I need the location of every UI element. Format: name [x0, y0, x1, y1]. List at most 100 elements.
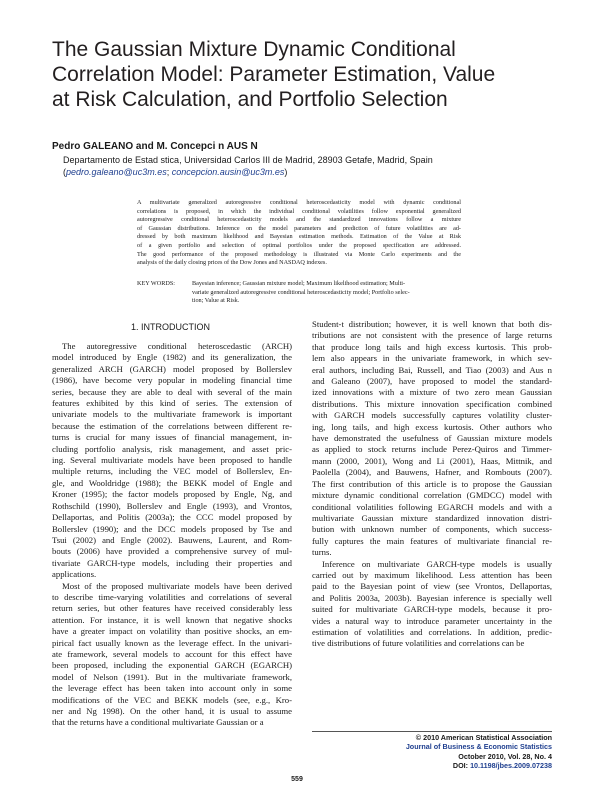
body-text-line: ner and Ng 1998). On the other hand, it …	[52, 706, 292, 716]
body-text-line: mann (2000, 2001), Wong and Li (2001), H…	[312, 455, 552, 466]
email-link-1[interactable]: pedro.galeano@uc3m.es	[66, 167, 167, 177]
body-text-line: distributions. This mixture innovation s…	[312, 398, 552, 409]
affiliation: Departamento de Estad stica, Universidad…	[63, 155, 433, 165]
body-text-line: model introduced by Engle (1982) and its…	[52, 352, 292, 363]
keywords-line: Bayesian inference; Gaussian mixture mod…	[192, 280, 406, 287]
body-text-line: ate framework, several models to account…	[52, 648, 292, 659]
email-line: (pedro.galeano@uc3m.es; concepcion.ausin…	[63, 166, 433, 178]
author-list: Pedro GALEANO and M. Concepci n AUS N	[52, 141, 258, 152]
body-text-line: turns is crucial for many issues of fina…	[52, 432, 292, 443]
doi-link[interactable]: 10.1198/jbes.2009.07238	[470, 760, 552, 770]
body-text-line: model of Nelson (1991). But in the multi…	[52, 671, 292, 682]
abstract-line: The good performance of the proposed met…	[137, 250, 461, 258]
body-text-line: fully captures the main features of mult…	[312, 535, 552, 546]
title-line: The Gaussian Mixture Dynamic Conditional	[52, 38, 456, 61]
body-text-line: the leverage effect has been taken into …	[52, 683, 292, 694]
abstract-line: autoregressive conditional heteroscedast…	[137, 216, 461, 224]
title-line: Correlation Model: Parameter Estimation,…	[52, 63, 496, 86]
body-text-line: modifications of the VEC and BEKK models…	[52, 694, 292, 705]
body-text-line: multiple returns, including the VEC mode…	[52, 466, 292, 477]
body-text-line: and Galeano (2007), have proposed to mod…	[312, 376, 552, 387]
page-number: 559	[291, 776, 303, 783]
body-text-line: and Politis 2003a, 2003b). Bayesian infe…	[312, 592, 552, 603]
email-link-2[interactable]: concepcion.ausin@uc3m.es	[171, 167, 285, 177]
body-text-line: mixture dynamic conditional correlation …	[312, 490, 552, 501]
body-text-line: generalized ARCH (GARCH) model proposed …	[52, 363, 292, 374]
abstract-line: dressed by both maximum likelihood and B…	[137, 233, 461, 241]
body-text-line: paid to the Bayesian point of view (see …	[312, 581, 552, 592]
body-text-line: ing, long tails, and high excess kurtosi…	[312, 421, 552, 432]
abstract-line: A multivariate generalized autoregressiv…	[137, 199, 461, 206]
body-text-line: applications.	[52, 569, 97, 580]
body-text-line: ing. Several multivariate models have be…	[52, 455, 292, 466]
keywords-label: KEY WORDS:	[137, 280, 175, 287]
body-text-line: Bollerslev (1990); and the DCC models pr…	[52, 523, 292, 534]
body-text-line: bouts (2006) have provided a comprehensi…	[52, 546, 292, 557]
body-text-line: pirical fact usually known as the levera…	[52, 637, 292, 648]
affiliation-block: Departamento de Estad stica, Universidad…	[63, 154, 433, 178]
body-text-line: tive distributions of future volatilitie…	[312, 638, 525, 649]
abstract-line: correlations is proposed, in which the i…	[137, 207, 461, 215]
body-text-line: lem also appears in the univariate frame…	[312, 353, 552, 364]
email-separator: ;	[166, 167, 172, 177]
body-text-line: Most of the proposed multivariate models…	[62, 580, 292, 591]
body-text-line: Rothschild (1990), Bollerslev and Engle …	[52, 500, 292, 511]
doi-label: DOI:	[452, 760, 471, 770]
body-text-line: carried out by maximum likelihood. Less …	[312, 569, 552, 580]
body-text-line: been proposed, including the exponential…	[52, 660, 292, 671]
body-text-line: that the returns have a conditional mult…	[52, 717, 264, 728]
body-text-line: because the estimation of the correlatio…	[52, 420, 292, 431]
body-text-line: gle, and Wooldridge (1988); the BEKK mod…	[52, 477, 292, 488]
left-column: The autoregressive conditional heterosce…	[52, 341, 292, 729]
body-text-line: turns.	[312, 547, 332, 558]
body-text-line: Tsui (2002) and Engle (2002). Bauwens, L…	[52, 534, 292, 545]
issue-info: October 2010, Vol. 28, No. 4	[458, 751, 552, 761]
body-text-line: return series, but other features have r…	[52, 603, 292, 614]
keywords-line: variate generalized autoregressive condi…	[192, 288, 410, 296]
doi-line: DOI: 10.1198/jbes.2009.07238	[406, 761, 552, 770]
body-text-line: as applied to stock returns include Pere…	[312, 444, 552, 455]
email-paren: (	[63, 167, 66, 177]
body-text-line: bution with unknown number of components…	[312, 524, 552, 535]
abstract-line: of a given portfolio and selection of op…	[137, 241, 461, 249]
right-column: Student-t distribution; however, it is w…	[312, 319, 552, 650]
body-text-line: vides a natural way to introduce paramet…	[312, 615, 552, 626]
abstract-line: of Gaussian distributions. Inference on …	[137, 224, 461, 232]
footer-divider	[312, 731, 552, 732]
body-text-line: Inference on multivariate GARCH-type mod…	[322, 558, 552, 569]
body-text-line: Paolella (2004), and Bauwens, Hafner, an…	[312, 467, 552, 478]
body-text-line: univariate models to the multivariate fr…	[52, 409, 292, 420]
body-text-line: cluding portfolio analysis, risk managem…	[52, 443, 292, 454]
paper-title: The Gaussian Mixture Dynamic Conditional…	[52, 37, 552, 112]
body-text-line: attention. For instance, it is well know…	[52, 614, 292, 625]
body-text-line: The first contribution of this article i…	[312, 478, 552, 489]
body-text-line: tivariate GARCH-type models, including t…	[52, 557, 292, 568]
body-text-line: suited for multivariate GARCH-type model…	[312, 604, 552, 615]
body-text-line: conditional volatilities following EGARC…	[312, 501, 552, 512]
body-text-line: estimation of volatilities and correlati…	[312, 626, 552, 637]
email-paren: )	[284, 167, 288, 177]
abstract: A multivariate generalized autoregressiv…	[137, 199, 461, 268]
body-text-line: tributions are not consistent with the p…	[312, 330, 552, 341]
body-text-line: that produce long tails and high excess …	[312, 341, 552, 352]
section-heading: 1. INTRODUCTION	[131, 322, 211, 332]
body-text-line: eral authors, including Bai, Russell, an…	[312, 364, 552, 375]
body-text-line: ized innovations with a mixture of two z…	[312, 387, 552, 398]
keywords-line: tion; Value at Risk.	[192, 297, 240, 305]
body-text-line: (1986), have become very popular in mode…	[52, 375, 292, 386]
body-text-line: series, because they are able to deal wi…	[52, 386, 292, 397]
abstract-line: analysis of the daily closing prices of …	[137, 259, 327, 267]
journal-name: Journal of Business & Economic Statistic…	[405, 742, 552, 752]
body-text-line: The autoregressive conditional heterosce…	[62, 341, 292, 351]
copyright: © 2010 American Statistical Association	[415, 733, 552, 742]
journal-footer: © 2010 American Statistical Association …	[406, 733, 552, 770]
body-text-line: features exhibited by this kind of serie…	[52, 398, 292, 409]
body-text-line: have demonstrated the usefulness of Gaus…	[312, 433, 552, 444]
body-text-line: Student-t distribution; however, it is w…	[312, 319, 552, 329]
body-text-line: Kroner (1995); the factor models propose…	[52, 489, 292, 500]
body-text-line: have a greater impact on volatility than…	[52, 626, 292, 637]
body-text-line: Dellaportas, and Politis (2003a); the CC…	[52, 512, 292, 523]
body-text-line: to describe time-varying volatilities an…	[52, 591, 292, 602]
body-text-line: with GARCH models successfully captures …	[312, 410, 552, 421]
keywords-text: Bayesian inference; Gaussian mixture mod…	[192, 280, 462, 306]
